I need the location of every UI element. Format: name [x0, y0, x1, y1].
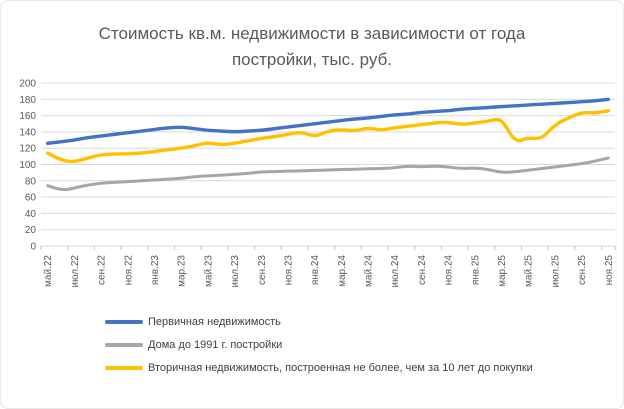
- legend-line-swatch: [105, 320, 143, 324]
- svg-text:мар.25: мар.25: [497, 255, 508, 287]
- svg-text:янв.23: янв.23: [150, 255, 161, 286]
- svg-text:200: 200: [19, 79, 36, 90]
- svg-text:янв.25: янв.25: [470, 255, 481, 286]
- svg-text:май.24: май.24: [364, 255, 375, 287]
- svg-text:100: 100: [19, 160, 36, 171]
- svg-text:янв.24: янв.24: [310, 255, 321, 286]
- legend-line-swatch: [105, 343, 143, 347]
- legend-label: Первичная недвижимость: [148, 316, 281, 328]
- svg-text:сен.24: сен.24: [417, 255, 428, 285]
- legend-label: Дома до 1991 г. постройки: [148, 339, 283, 351]
- legend-label: Вторичная недвижимость, построенная не б…: [148, 362, 533, 374]
- svg-text:май.22: май.22: [43, 255, 54, 287]
- svg-text:мар.24: мар.24: [337, 255, 348, 287]
- svg-text:ноя.22: ноя.22: [123, 255, 134, 286]
- svg-text:160: 160: [19, 111, 36, 122]
- svg-text:80: 80: [25, 176, 37, 187]
- legend-item-pre1991: Дома до 1991 г. постройки: [105, 339, 533, 351]
- svg-text:сен.22: сен.22: [97, 255, 108, 285]
- svg-text:ноя.25: ноя.25: [604, 255, 615, 286]
- svg-text:ноя.23: ноя.23: [283, 255, 294, 286]
- svg-text:40: 40: [25, 209, 37, 220]
- svg-text:сен.25: сен.25: [577, 255, 588, 285]
- legend: Первичная недвижимость Дома до 1991 г. п…: [105, 316, 533, 374]
- svg-text:60: 60: [25, 193, 37, 204]
- svg-text:июл.25: июл.25: [550, 255, 561, 288]
- legend-item-primary: Первичная недвижимость: [105, 316, 533, 328]
- svg-text:июл.22: июл.22: [70, 255, 81, 288]
- svg-text:120: 120: [19, 144, 36, 155]
- svg-text:май.23: май.23: [203, 255, 214, 287]
- svg-text:июл.24: июл.24: [390, 255, 401, 288]
- svg-text:140: 140: [19, 127, 36, 138]
- plot-area: 0 20 40 60 80 100 120 140 160 180 200 май.22 июл.22 с…: [19, 79, 616, 288]
- svg-text:0: 0: [30, 242, 36, 253]
- svg-text:180: 180: [19, 95, 36, 106]
- svg-text:ноя.24: ноя.24: [444, 255, 455, 286]
- svg-text:май.25: май.25: [524, 255, 535, 287]
- svg-text:20: 20: [25, 225, 37, 236]
- legend-item-secondary: Вторичная недвижимость, построенная не б…: [105, 362, 533, 374]
- svg-text:мар.23: мар.23: [177, 255, 188, 287]
- svg-text:сен.23: сен.23: [257, 255, 268, 285]
- svg-text:июл.23: июл.23: [230, 255, 241, 288]
- legend-line-swatch: [105, 366, 143, 370]
- chart-title: Стоимость кв.м. недвижимости в зависимос…: [98, 24, 526, 70]
